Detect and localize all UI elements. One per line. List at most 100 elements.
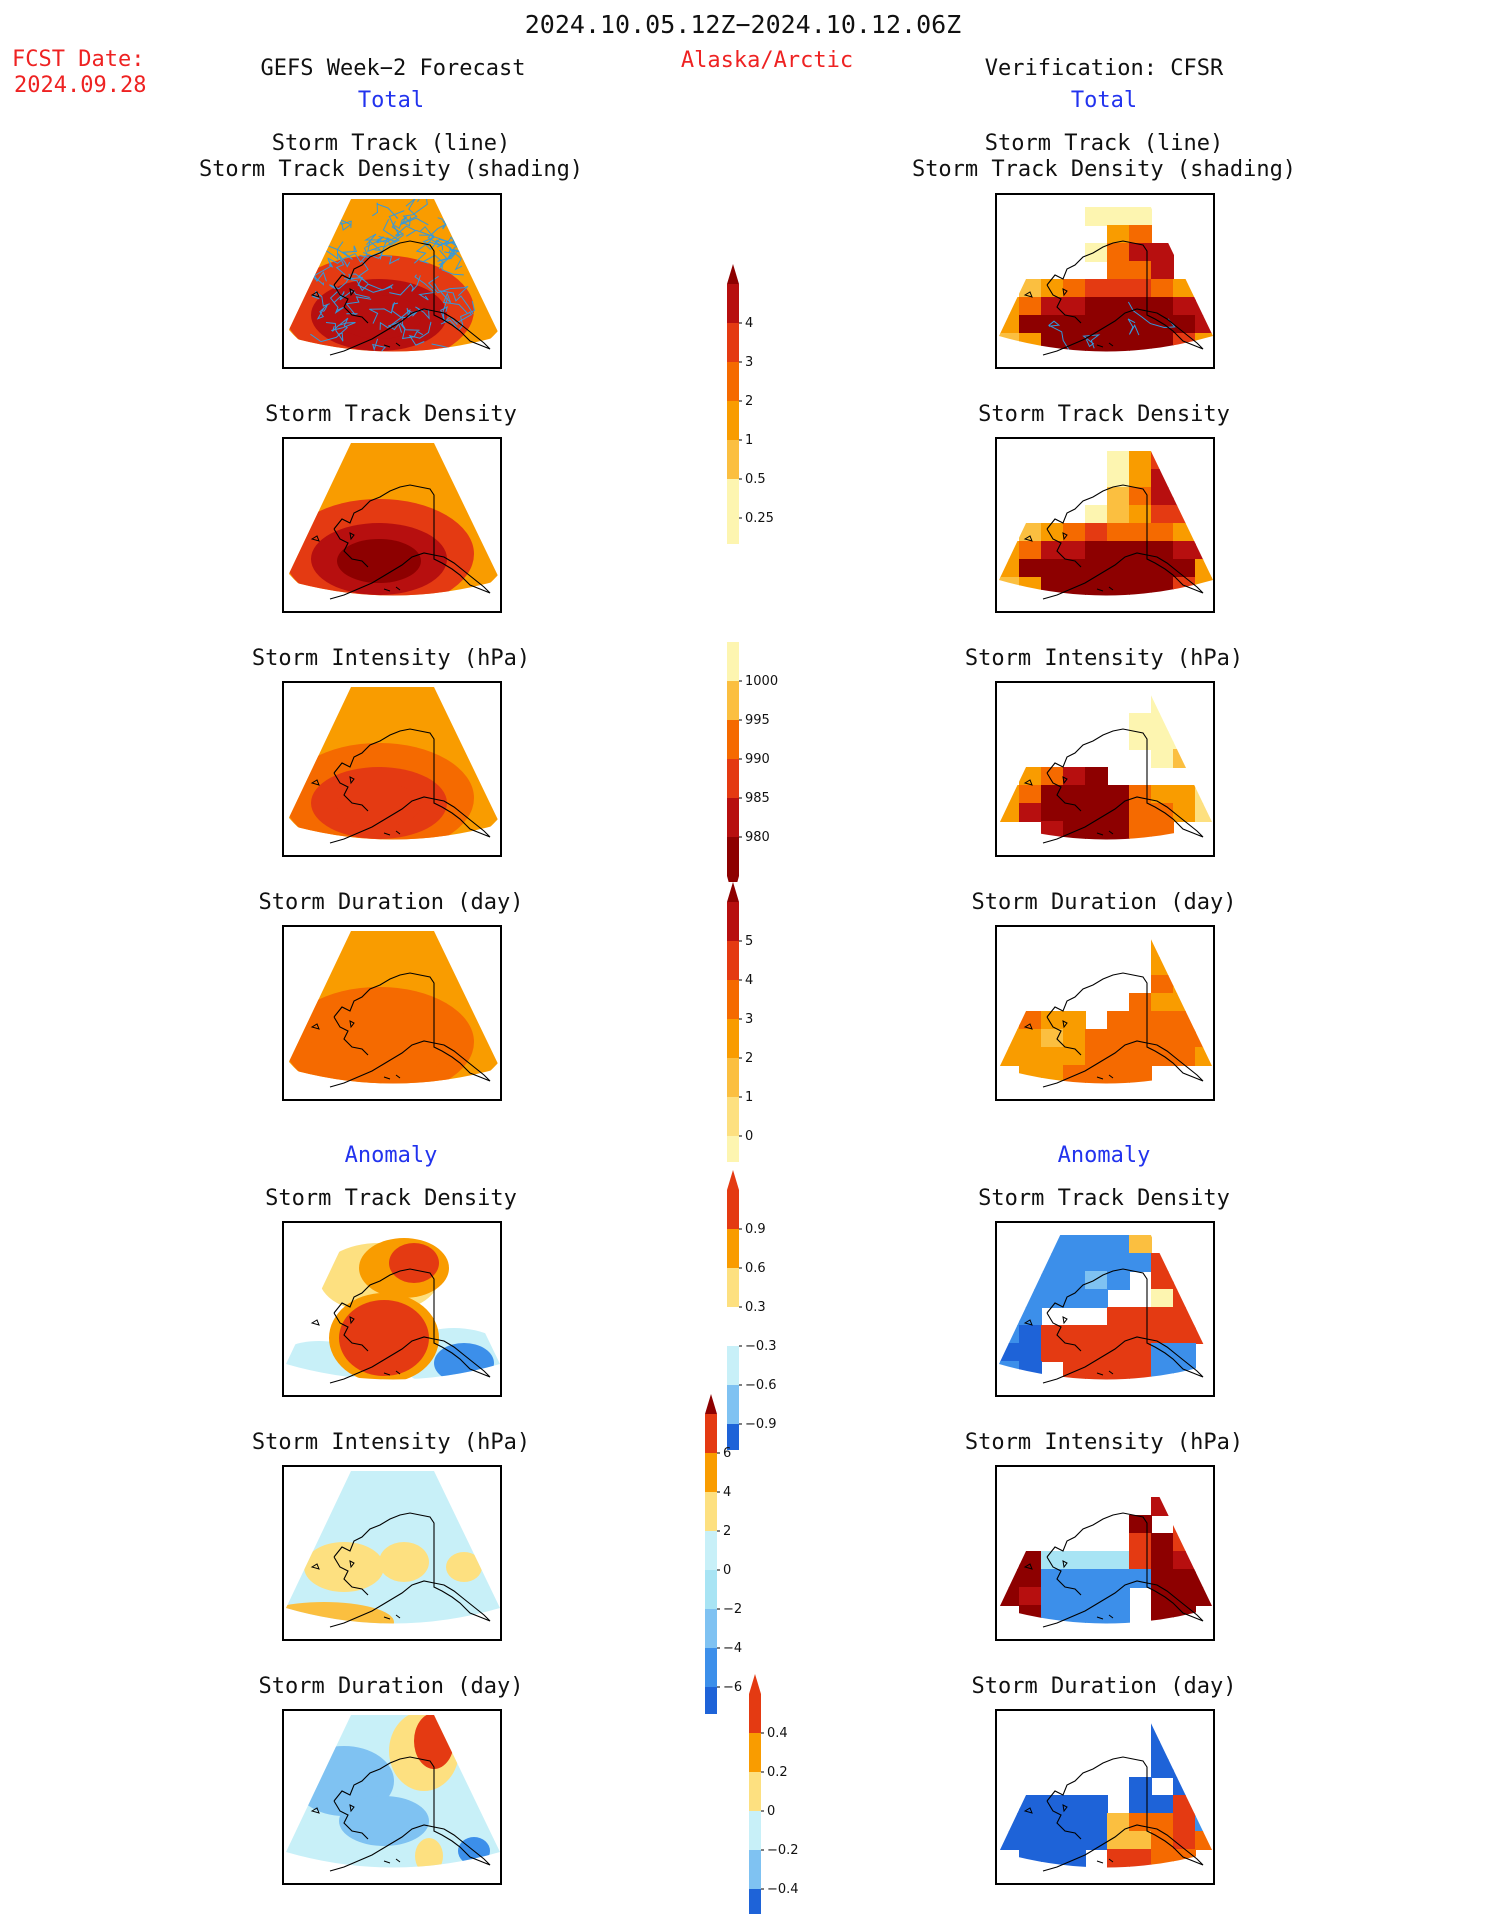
colorbar-segment	[727, 518, 739, 557]
colorbar-tick-label: 1000	[745, 674, 778, 689]
coastline	[329, 1512, 491, 1628]
colorbar-segment	[705, 1531, 717, 1570]
colorbar-tick-label: 0.2	[767, 1765, 788, 1780]
colorbar-anom-duration: 0.4 0.2 0 −0.2 −0.4	[712, 1674, 822, 1925]
colorbar-segment	[727, 284, 739, 323]
colorbar-tick-label: −0.6	[745, 1378, 777, 1393]
colorbar-tick-label: 6	[723, 1446, 731, 1461]
map-anom-intensity-forecast	[282, 1465, 502, 1641]
map-anom-duration-forecast	[282, 1709, 502, 1885]
colorbar-tick-label: 995	[745, 713, 770, 728]
colorbar-density-svg: 4 3 2 1 0.5 0.25	[727, 264, 774, 574]
total-label-left: Total	[357, 88, 425, 113]
left-column-title: GEFS Week−2 Forecast	[260, 56, 526, 81]
colorbar-tick-label: 0.25	[745, 511, 774, 526]
coastline	[1042, 728, 1204, 844]
title-duration-left: Storm Duration (day)	[258, 890, 524, 915]
colorbar-tick-label: 1	[745, 433, 753, 448]
coastline	[329, 972, 491, 1088]
colorbar-segment	[705, 1453, 717, 1492]
map-anom-density-forecast	[282, 1221, 502, 1397]
colorbar-duration-svg: 5 4 3 2 1 0	[727, 882, 753, 1192]
map-duration-forecast-svg	[286, 931, 500, 1088]
colorbar-arrow-top	[749, 1674, 761, 1694]
coastline	[329, 1756, 491, 1872]
map-track-verification-svg	[999, 207, 1213, 356]
colorbar-tick-label: 980	[745, 830, 770, 845]
coastline	[1042, 1268, 1204, 1384]
colorbar-segment	[705, 1492, 717, 1531]
colorbar-segment	[727, 980, 739, 1019]
map-intensity-verification	[995, 681, 1215, 857]
colorbar-segment	[749, 1811, 761, 1850]
colorbar-segment	[727, 642, 739, 681]
colorbar-anom-duration-svg: 0.4 0.2 0 −0.2 −0.4	[749, 1674, 799, 1925]
map-anom-duration-verification-svg	[999, 1723, 1213, 1872]
map-track-forecast-svg	[286, 199, 500, 356]
title-anom-density-left: Storm Track Density	[265, 1186, 517, 1211]
colorbar-arrow-top	[705, 1394, 717, 1414]
colorbar-segment	[727, 479, 739, 518]
map-anom-density-verification-svg	[999, 1235, 1213, 1384]
anomaly-label-right: Anomaly	[1057, 1143, 1151, 1168]
coastline	[329, 1268, 491, 1384]
colorbar-segment	[749, 1772, 761, 1811]
colorbar-tick-label: −0.4	[767, 1882, 799, 1897]
period-title: 2024.10.05.12Z−2024.10.12.06Z	[524, 10, 962, 39]
colorbar-tick-label: −0.9	[745, 1417, 777, 1432]
map-anom-intensity-verification-svg	[999, 1479, 1213, 1628]
map-anom-duration-verification	[995, 1709, 1215, 1885]
map-intensity-forecast	[282, 681, 502, 857]
colorbar-anom-intensity-svg: 6 4 2 0 −2 −4 −6	[705, 1394, 742, 1748]
coastline	[329, 728, 491, 844]
colorbar-tick-label: 985	[745, 791, 770, 806]
colorbar-tick-label: 0.6	[745, 1261, 766, 1276]
right-column-title: Verification: CFSR	[984, 56, 1224, 81]
title-density-left: Storm Track Density	[265, 402, 517, 427]
colorbar-segment	[727, 440, 739, 479]
colorbar-tick-label: −0.2	[767, 1843, 799, 1858]
colorbar-segment	[727, 837, 739, 876]
map-density-verification-svg	[999, 451, 1213, 600]
title-anom-density-right: Storm Track Density	[978, 1186, 1230, 1211]
colorbar-tick-label: −4	[723, 1641, 742, 1656]
anomaly-label-left: Anomaly	[344, 1143, 438, 1168]
title-intensity-left: Storm Intensity (hPa)	[251, 646, 531, 671]
colorbar-arrow-top	[727, 264, 739, 284]
map-anom-intensity-verification	[995, 1465, 1215, 1641]
colorbar-segment	[727, 1229, 739, 1268]
map-duration-verification-svg	[999, 939, 1213, 1088]
colorbar-segment	[705, 1414, 717, 1453]
coastline	[1042, 1756, 1204, 1872]
colorbar-arrow-top	[727, 882, 739, 902]
colorbar-intensity: 1000 995 990 985 980	[712, 641, 822, 898]
colorbar-anom-density: 0.9 0.6 0.3 −0.3 −0.6 −0.9	[712, 1170, 822, 1485]
colorbar-anom-intensity: 6 4 2 0 −2 −4 −6	[690, 1394, 800, 1748]
colorbar-segment	[727, 902, 739, 941]
colorbar-segment	[727, 798, 739, 837]
colorbar-tick-label: 3	[745, 355, 753, 370]
title-track-shading-left: Storm Track Density (shading)	[198, 157, 584, 182]
colorbar-tick-label: 0	[723, 1563, 731, 1578]
coastline	[1042, 240, 1204, 356]
map-track-verification	[995, 193, 1215, 369]
title-duration-right: Storm Duration (day)	[971, 890, 1237, 915]
title-anom-intensity-left: Storm Intensity (hPa)	[251, 1430, 531, 1455]
coastline	[329, 240, 491, 356]
colorbar-segment	[727, 759, 739, 798]
colorbar-segment	[727, 941, 739, 980]
colorbar-segment	[727, 1346, 739, 1385]
colorbar-tick-label: 4	[723, 1485, 731, 1500]
colorbar-tick-label: 4	[745, 316, 753, 331]
map-density-forecast	[282, 437, 502, 613]
colorbar-tick-label: 5	[745, 934, 753, 949]
fcst-date-value: 2024.09.28	[14, 73, 147, 98]
colorbar-segment	[705, 1648, 717, 1687]
map-intensity-forecast-svg	[286, 687, 500, 844]
colorbar-segment	[727, 362, 739, 401]
colorbar-segment	[727, 1307, 739, 1346]
colorbar-tick-label: 0.4	[767, 1726, 788, 1741]
map-duration-forecast	[282, 925, 502, 1101]
colorbar-tick-label: 0	[767, 1804, 775, 1819]
colorbar-segment	[749, 1889, 761, 1925]
